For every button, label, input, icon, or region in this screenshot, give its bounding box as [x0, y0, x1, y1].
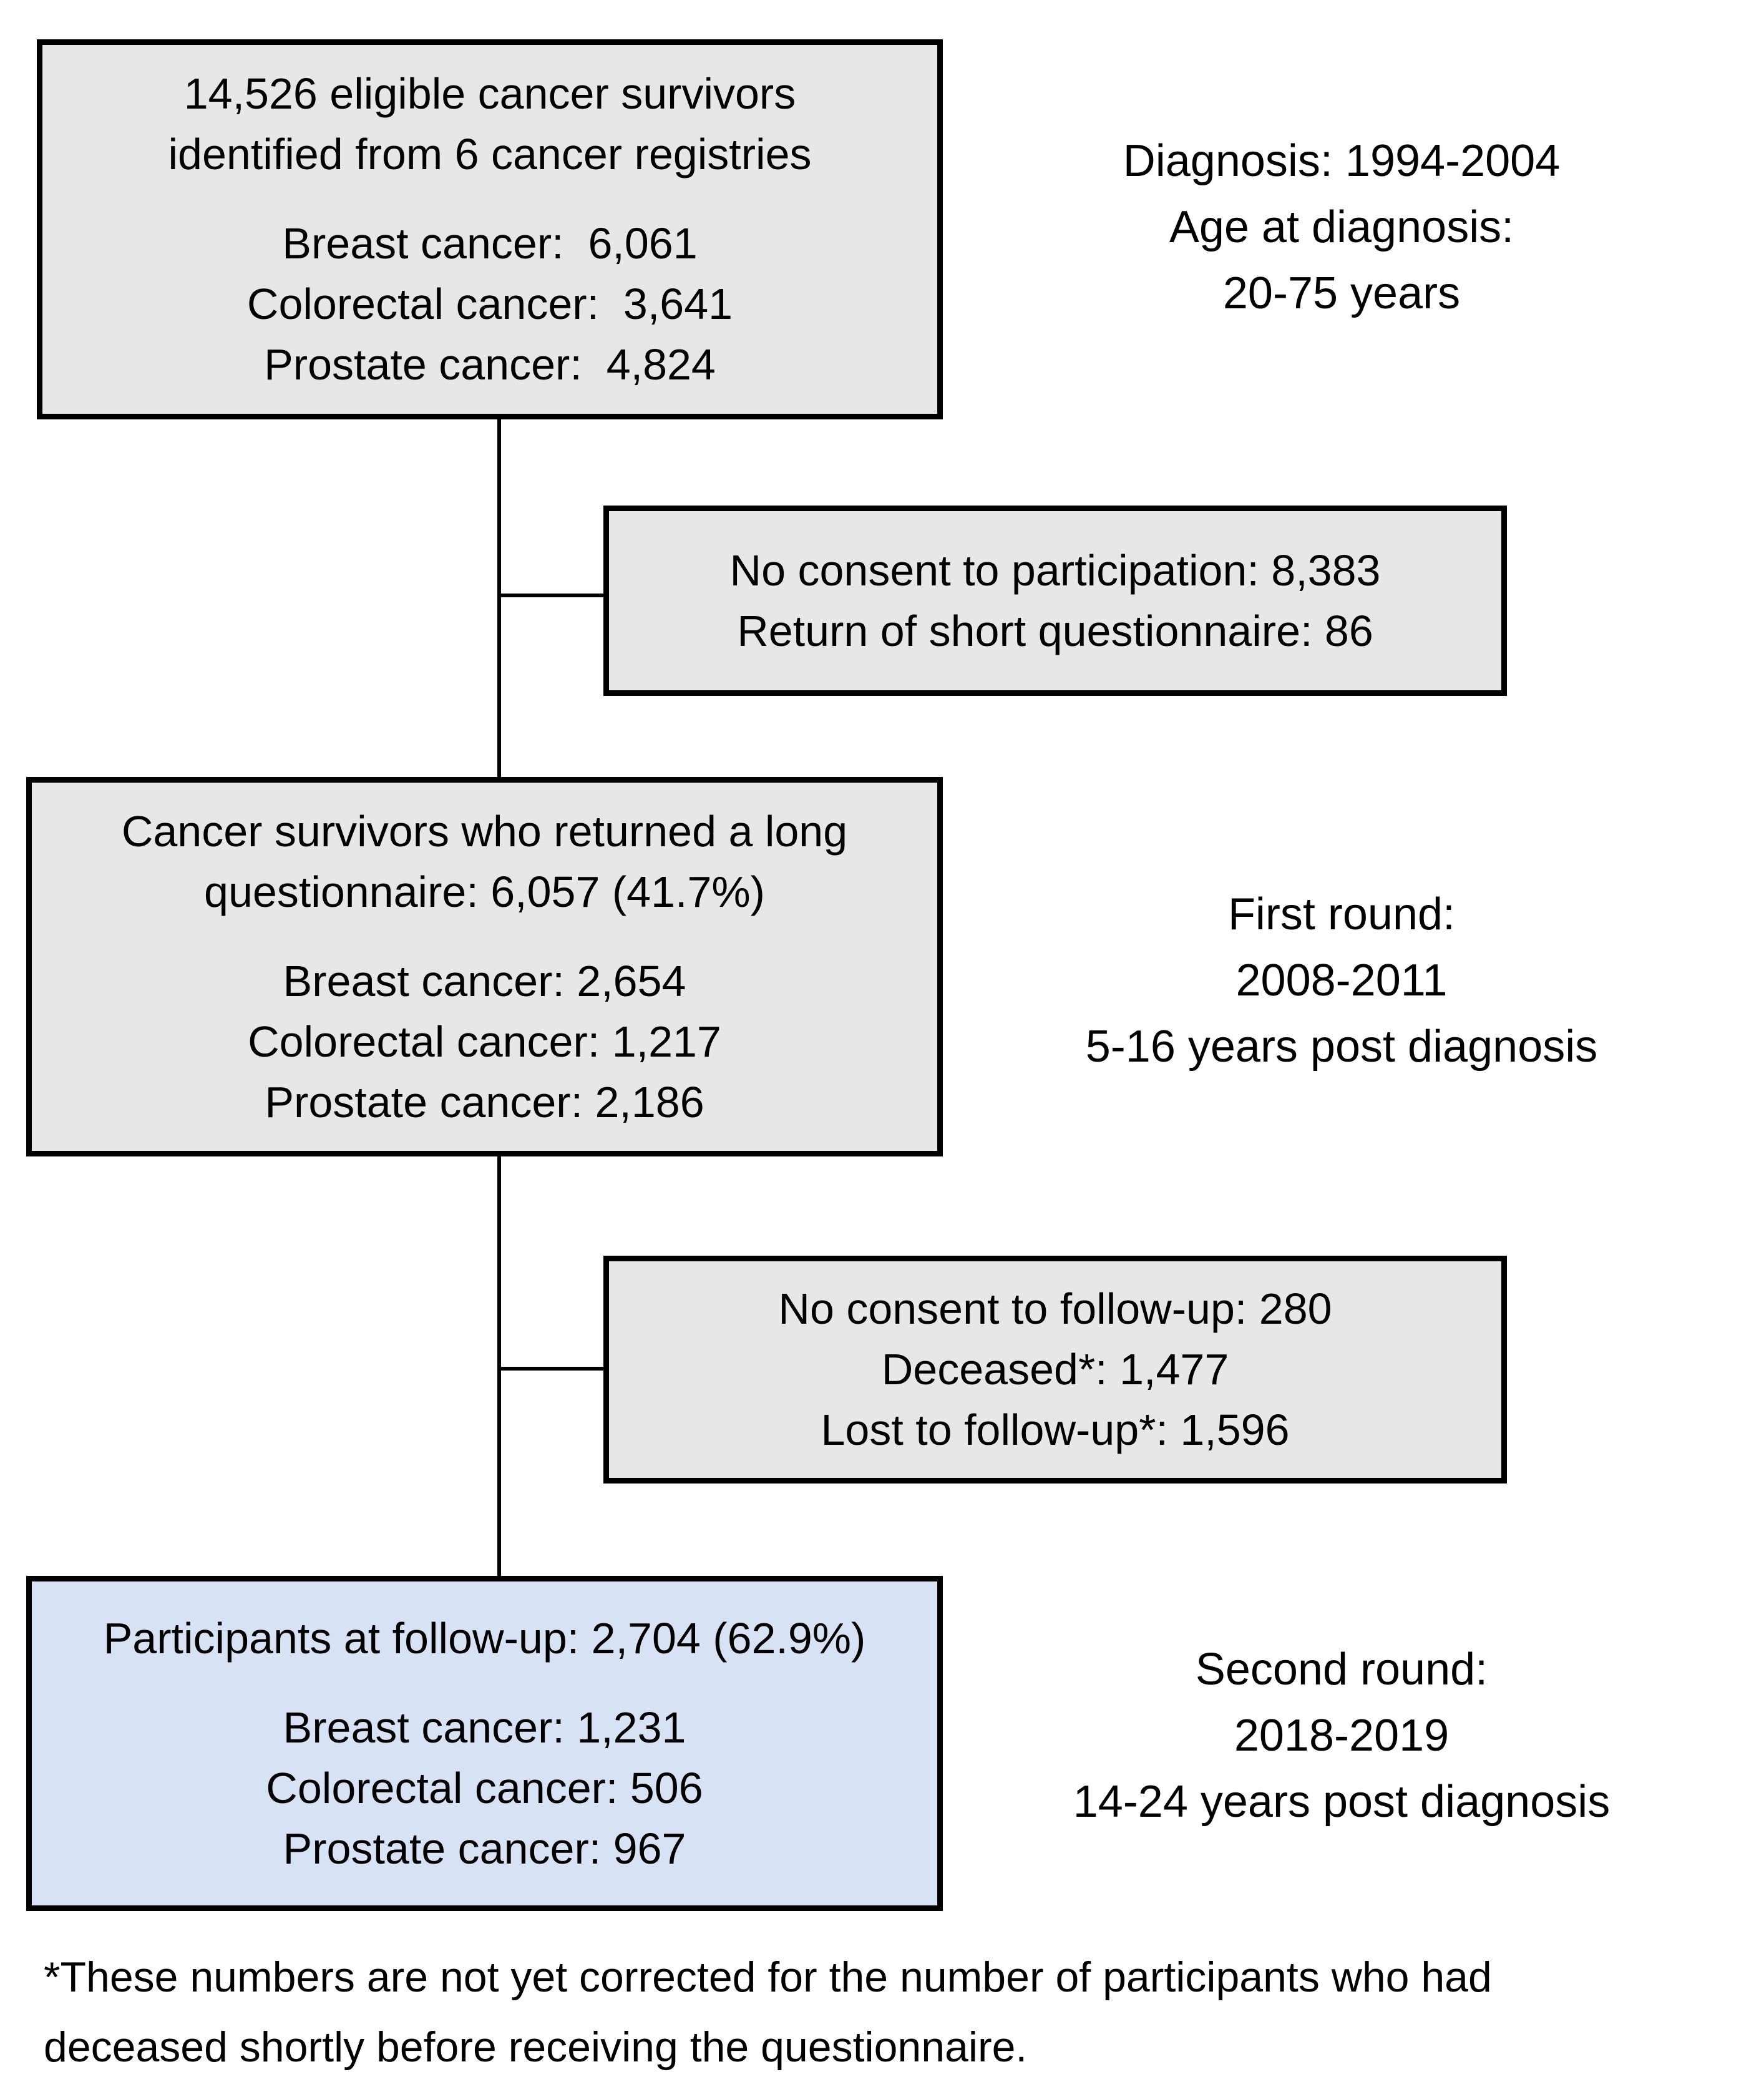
annotation-diagnosis-period: Diagnosis: 1994-2004 Age at diagnosis: 2… — [905, 128, 1764, 326]
round1-breast-count: Breast cancer: 2,654 — [283, 956, 686, 1005]
eligible-prostate-count: Prostate cancer: 4,824 — [264, 340, 716, 389]
second-round-years: 2018-2019 — [1234, 1711, 1450, 1761]
second-round-post-diagnosis: 14-24 years post diagnosis — [1073, 1777, 1611, 1827]
eligible-title-line-2: identified from 6 cancer registries — [168, 130, 812, 178]
short-questionnaire-count: Return of short questionnaire: 86 — [737, 606, 1373, 655]
connector-branch-exclusion-1 — [499, 594, 605, 597]
box-eligible-survivors: 14,526 eligible cancer survivors identif… — [37, 39, 943, 419]
first-round-label: First round: — [1227, 889, 1456, 939]
annotation-first-round: First round: 2008-2011 5-16 years post d… — [905, 881, 1764, 1080]
long-questionnaire-title-line-2: questionnaire: 6,057 (41.7%) — [204, 867, 765, 916]
eligible-title-line-1: 14,526 eligible cancer survivors — [183, 69, 796, 118]
no-consent-followup-count: No consent to follow-up: 280 — [778, 1284, 1332, 1333]
lost-to-followup-count: Lost to follow-up*: 1,596 — [821, 1405, 1290, 1454]
first-round-years: 2008-2011 — [1235, 956, 1448, 1005]
first-round-post-diagnosis: 5-16 years post diagnosis — [1085, 1022, 1598, 1072]
long-questionnaire-title-line-1: Cancer survivors who returned a long — [121, 806, 848, 856]
round2-breast-count: Breast cancer: 1,231 — [283, 1703, 686, 1752]
box-no-consent-participation: No consent to participation: 8,383 Retur… — [603, 506, 1507, 696]
box-long-questionnaire-returned: Cancer survivors who returned a long que… — [26, 777, 943, 1156]
second-round-label: Second round: — [1195, 1645, 1488, 1694]
annotation-second-round: Second round: 2018-2019 14-24 years post… — [905, 1636, 1764, 1835]
age-at-diagnosis-label: Age at diagnosis: — [1169, 202, 1514, 252]
age-at-diagnosis-range: 20-75 years — [1222, 268, 1461, 318]
round1-colorectal-count: Colorectal cancer: 1,217 — [248, 1017, 721, 1066]
footnote: *These numbers are not yet corrected for… — [44, 1953, 1492, 2071]
connector-branch-exclusion-2 — [499, 1367, 605, 1371]
diagnosis-period-line: Diagnosis: 1994-2004 — [1123, 136, 1561, 186]
no-consent-participation-count: No consent to participation: 8,383 — [729, 545, 1381, 595]
round2-prostate-count: Prostate cancer: 967 — [283, 1824, 686, 1873]
box-no-consent-followup: No consent to follow-up: 280 Deceased*: … — [603, 1256, 1507, 1483]
eligible-colorectal-count: Colorectal cancer: 3,641 — [246, 280, 733, 328]
round1-prostate-count: Prostate cancer: 2,186 — [265, 1077, 704, 1127]
deceased-count: Deceased*: 1,477 — [881, 1345, 1229, 1394]
participants-followup-title: Participants at follow-up: 2,704 (62.9%) — [103, 1613, 866, 1663]
eligible-breast-count: Breast cancer: 6,061 — [282, 219, 698, 268]
box-participants-followup: Participants at follow-up: 2,704 (62.9%)… — [26, 1576, 943, 1911]
round2-colorectal-count: Colorectal cancer: 506 — [266, 1763, 703, 1812]
